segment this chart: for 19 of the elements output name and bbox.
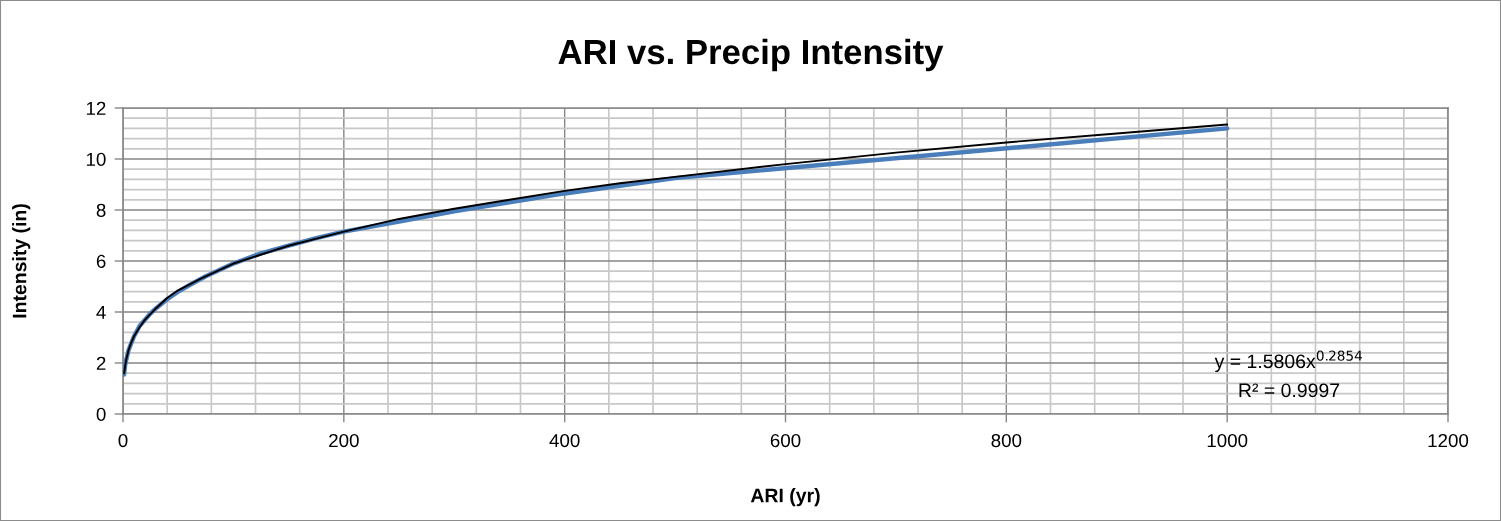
y-tick-label: 12 xyxy=(86,101,106,115)
y-tick-label: 8 xyxy=(96,203,106,217)
annotation: R² = 0.9997 xyxy=(1239,383,1340,398)
x-tick-label: 1200 xyxy=(1428,433,1469,448)
y-tick-label: 4 xyxy=(96,305,106,319)
x-tick-label: 600 xyxy=(770,433,801,448)
x-tick-label: 400 xyxy=(549,433,580,448)
x-tick-label: 1000 xyxy=(1207,433,1248,448)
y-axis-title: Intensity (in) xyxy=(12,204,31,318)
y-tick-label: 6 xyxy=(96,254,106,268)
annotation: y = 1.5806x$^{0.2854}$ xyxy=(1214,350,1362,373)
y-tick-label: 2 xyxy=(96,356,106,370)
x-axis-title: ARI (yr) xyxy=(750,488,820,507)
x-tick-label: 0 xyxy=(118,433,128,448)
x-tick-label: 200 xyxy=(329,433,359,448)
y-tick-label: 10 xyxy=(86,152,106,166)
chart-title: ARI vs. Precip Intensity xyxy=(558,38,944,72)
y-tick-label: 0 xyxy=(96,407,106,421)
x-tick-label: 800 xyxy=(991,433,1022,448)
